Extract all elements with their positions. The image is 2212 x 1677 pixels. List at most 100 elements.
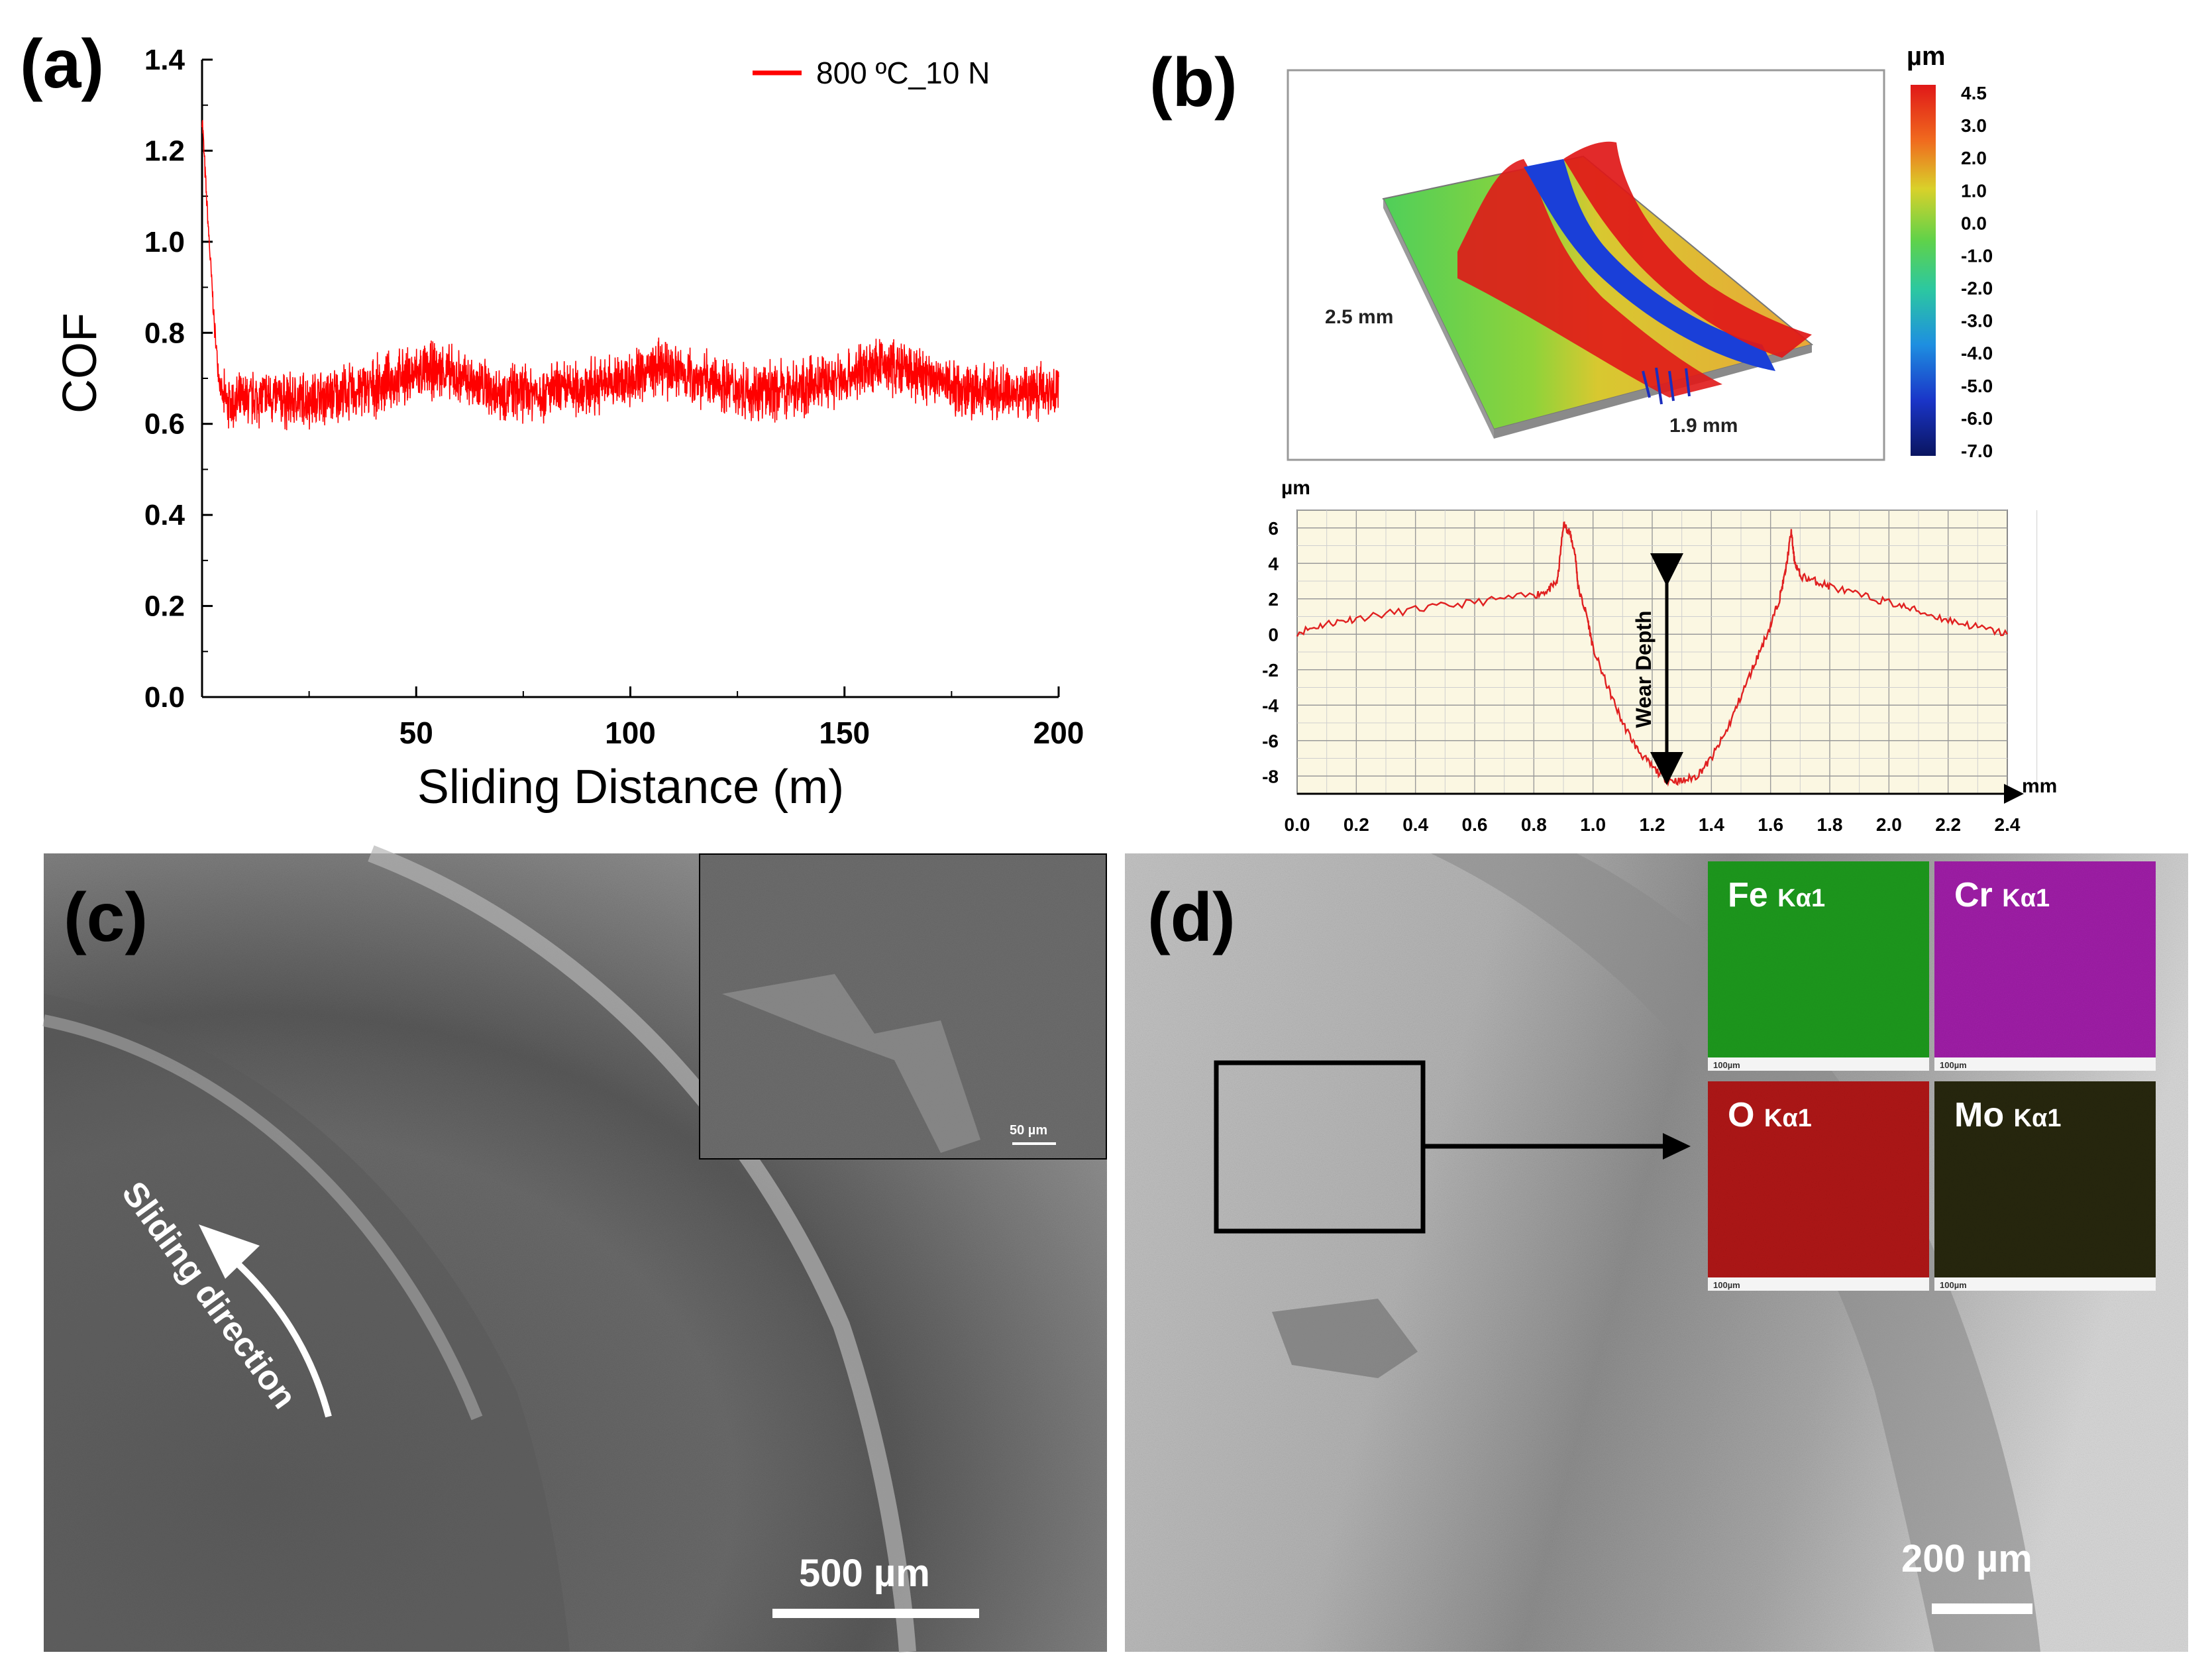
profile-x-tick-label: 0.2: [1343, 814, 1369, 835]
wear-ridge-right: [1563, 141, 1812, 358]
colorbar-ticks: 4.5 3.0 2.0 1.0 0.0 -1.0 -2.0 -3.0 -4.0 -5.0 -6.0 -…: [1961, 83, 1993, 461]
sem-d-scale-bar: [1932, 1603, 2032, 1614]
sem-c-inner-region: [44, 994, 570, 1652]
cof-x-tick-label: 150: [819, 716, 870, 750]
surface-side-left: [1383, 199, 1494, 439]
profile-y-tick-label: 0: [1268, 624, 1279, 645]
eds-map-scale-label: 100µm: [1940, 1280, 1967, 1290]
eds-map-line: Kα1: [1777, 885, 1825, 912]
profile-ticks: 6 4 2 0 -2 -4 -6 -8 0.0 0.2 0.4 0.6 0.8 1.0 1.2 1.4 1.6 1…: [1262, 518, 2021, 835]
cof-y-tick-label: 1.2: [144, 135, 185, 167]
profile-x-tick-label: 1.4: [1699, 814, 1724, 835]
eds-map-line: Kα1: [2002, 885, 2050, 912]
panel-b-letter: (b): [1149, 44, 1238, 121]
sliding-arrowhead: [199, 1224, 260, 1279]
cof-y-tick-label: 0.6: [144, 408, 185, 441]
panel-a-cof-chart: (a) 0.00.20.40.60.81.01.21.450 100 150 200 …: [20, 26, 1084, 814]
eds-map-label: Mo Kα1: [1954, 1096, 2061, 1134]
profile-x-unit: mm: [2022, 775, 2057, 797]
cof-y-tick-label: 1.0: [144, 226, 185, 258]
wear-groove: [1524, 159, 1775, 371]
colorbar-tick-label: -7.0: [1961, 441, 1993, 461]
profile-y-tick-label: -4: [1262, 695, 1279, 716]
colorbar-tick-label: 1.0: [1961, 180, 1987, 201]
cof-y-tick-label: 0.2: [144, 590, 185, 623]
colorbar-tick-label: -4.0: [1961, 343, 1993, 364]
colorbar-tick-label: 3.0: [1961, 115, 1987, 136]
eds-map-scale-strip: [1934, 1057, 2156, 1071]
eds-map-scale-strip: [1708, 1277, 1929, 1291]
eds-map-line: Kα1: [1764, 1105, 1812, 1132]
profile-y-tick-label: -6: [1262, 731, 1279, 751]
sem-c-scale-label: 500 µm: [799, 1552, 930, 1595]
colorbar-tick-label: -1.0: [1961, 245, 1993, 266]
eds-map-o: [1708, 1081, 1929, 1277]
eds-map-scale-strip: [1708, 1057, 1929, 1071]
profile-y-tick-label: 2: [1268, 589, 1279, 610]
surface-spikes: [1642, 367, 1691, 405]
eds-map-mo: [1934, 1081, 2156, 1277]
colorbar-tick-label: -2.0: [1961, 278, 1993, 299]
profile-y-tick-label: -8: [1262, 766, 1279, 786]
colorbar: [1911, 85, 1936, 456]
sem-c-scale-bar: [772, 1609, 979, 1618]
cof-x-tick-label: 50: [399, 716, 433, 750]
sem-d-debris: [1272, 1299, 1418, 1378]
colorbar-tick-label: 0.0: [1961, 213, 1987, 233]
cof-x-tick-label: 100: [605, 716, 656, 750]
profile-x-tick-label: 0.8: [1521, 814, 1547, 835]
panel-d-letter: (d): [1147, 879, 1236, 956]
eds-map-line: Kα1: [2014, 1105, 2062, 1132]
colorbar-tick-label: -6.0: [1961, 408, 1993, 429]
cof-y-tick-label: 0.0: [144, 681, 185, 714]
inset-flake: [722, 974, 980, 1153]
cof-y-tick-label: 1.4: [144, 44, 185, 76]
eds-map-cr: [1934, 861, 2156, 1057]
sem-d-scale-label: 200 µm: [1901, 1537, 2032, 1580]
map-dim-left: 2.5 mm: [1325, 306, 1393, 328]
profile-y-tick-label: 4: [1268, 553, 1279, 574]
colorbar-unit: µm: [1907, 42, 1946, 71]
profile-x-tick-label: 0.4: [1402, 814, 1428, 835]
profile-x-tick-label: 2.4: [1995, 814, 2021, 835]
cof-x-axis-label: Sliding Distance (m): [417, 761, 844, 814]
cof-x-tick-label: 200: [1033, 716, 1084, 750]
cof-series-line: [201, 120, 1059, 431]
cof-legend: 800 ºC_10 N: [753, 56, 990, 90]
profile-x-tick-label: 2.2: [1935, 814, 1961, 835]
panel-c-sem: 50 µm (c) Sliding direction 500 µm: [42, 845, 1108, 1652]
profile-x-tick-label: 0.6: [1462, 814, 1488, 835]
profile-y-tick-label: 6: [1268, 518, 1279, 539]
panel-c-letter: (c): [64, 879, 148, 956]
profile-y-tick-label: -2: [1262, 660, 1279, 680]
cof-y-tick-label: 0.4: [144, 499, 185, 531]
eds-pointer-head: [1663, 1133, 1691, 1160]
colorbar-tick-label: 2.0: [1961, 148, 1987, 168]
eds-map-scale-strip: [1934, 1277, 2156, 1291]
wear-ridge-left: [1457, 159, 1722, 398]
profile-x-tick-label: 1.0: [1580, 814, 1606, 835]
colorbar-tick-label: -3.0: [1961, 311, 1993, 331]
map-dim-right: 1.9 mm: [1669, 415, 1738, 437]
colorbar-tick-label: 4.5: [1961, 83, 1987, 103]
wear-depth-label: Wear Depth: [1632, 610, 1656, 728]
cof-ticks: 0.0 0.2 0.4 0.6 0.8 1.0 1.2 1.4 50 100 150 200: [144, 44, 1084, 750]
panel-a-letter: (a): [20, 26, 104, 103]
profile-x-tick-label: 1.2: [1640, 814, 1665, 835]
panel-b-profile: (b) 2.5 mm 1.9 mm µm 4.5 3.0 2.0 1.0 0.0 -1.0…: [1149, 42, 2057, 835]
cof-y-tick-label: 0.8: [144, 317, 185, 349]
surface-3d-map: [1382, 141, 1814, 439]
surface-side-front: [1494, 345, 1812, 439]
sem-c-track-inner-edge: [42, 1014, 483, 1421]
profile-x-tick-label: 2.0: [1876, 814, 1902, 835]
eds-map-fe: [1708, 861, 1929, 1057]
eds-map-scale-label: 100µm: [1713, 1280, 1740, 1290]
cof-y-axis-label: COF: [54, 313, 107, 413]
profile-y-unit: µm: [1281, 477, 1310, 499]
profile-x-tick-label: 1.6: [1758, 814, 1783, 835]
eds-map-scale-label: 100µm: [1713, 1060, 1740, 1070]
eds-map-scale-label: 100µm: [1940, 1060, 1967, 1070]
sem-c-inset: [698, 852, 1108, 1161]
